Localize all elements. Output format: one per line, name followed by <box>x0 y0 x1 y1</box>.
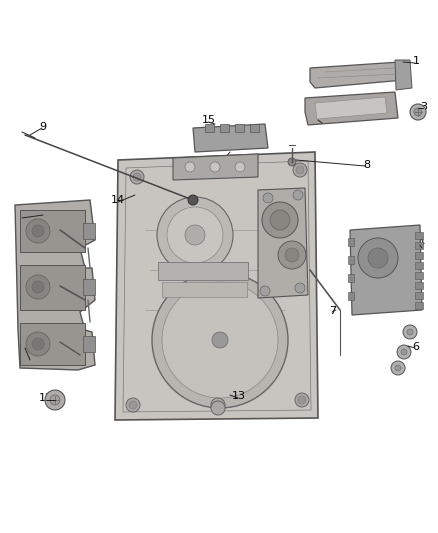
Bar <box>415 252 423 259</box>
Circle shape <box>410 104 426 120</box>
Text: 8: 8 <box>364 160 371 170</box>
Text: 4: 4 <box>417 238 424 248</box>
Circle shape <box>263 193 273 203</box>
Circle shape <box>235 162 245 172</box>
Bar <box>415 232 423 239</box>
Polygon shape <box>350 225 422 315</box>
Circle shape <box>214 401 222 409</box>
Circle shape <box>358 238 398 278</box>
Circle shape <box>403 325 417 339</box>
Bar <box>250 124 259 132</box>
Circle shape <box>130 170 144 184</box>
Bar <box>158 262 248 280</box>
Circle shape <box>414 108 422 116</box>
Text: 3: 3 <box>420 102 427 112</box>
Bar <box>348 238 354 246</box>
Circle shape <box>211 401 225 415</box>
Circle shape <box>185 162 195 172</box>
Bar <box>220 124 229 132</box>
Bar <box>415 292 423 299</box>
Polygon shape <box>305 92 398 125</box>
Circle shape <box>260 286 270 296</box>
Bar <box>83 336 95 352</box>
Circle shape <box>295 283 305 293</box>
Polygon shape <box>173 154 258 180</box>
Bar <box>20 210 85 252</box>
Circle shape <box>210 162 220 172</box>
Circle shape <box>26 275 50 299</box>
Polygon shape <box>115 152 318 420</box>
Text: 11: 11 <box>23 353 37 363</box>
Bar <box>83 279 95 295</box>
Bar <box>348 256 354 264</box>
Circle shape <box>152 272 288 408</box>
Bar <box>415 282 423 289</box>
Bar <box>83 223 95 239</box>
Circle shape <box>185 225 205 245</box>
Circle shape <box>188 195 198 205</box>
Circle shape <box>32 281 44 293</box>
Circle shape <box>211 398 225 412</box>
Circle shape <box>391 361 405 375</box>
Circle shape <box>298 396 306 404</box>
Circle shape <box>129 401 137 409</box>
Bar <box>162 282 247 297</box>
Text: 13: 13 <box>232 391 246 401</box>
Bar <box>235 124 244 132</box>
Bar <box>20 265 85 310</box>
Circle shape <box>126 398 140 412</box>
Circle shape <box>293 190 303 200</box>
Circle shape <box>401 349 407 355</box>
Text: 9: 9 <box>39 122 46 132</box>
Circle shape <box>293 163 307 177</box>
Circle shape <box>278 241 306 269</box>
Circle shape <box>26 219 50 243</box>
Circle shape <box>295 393 309 407</box>
Bar <box>415 262 423 269</box>
Circle shape <box>212 332 228 348</box>
Circle shape <box>133 173 141 181</box>
Text: 7: 7 <box>329 306 336 316</box>
Circle shape <box>50 395 60 405</box>
Circle shape <box>26 332 50 356</box>
Circle shape <box>407 329 413 335</box>
Bar <box>20 323 85 365</box>
Polygon shape <box>193 124 268 152</box>
Bar <box>415 242 423 249</box>
Bar <box>415 272 423 279</box>
Circle shape <box>270 210 290 230</box>
Circle shape <box>157 197 233 273</box>
Polygon shape <box>395 60 412 90</box>
Circle shape <box>288 158 296 166</box>
Circle shape <box>162 282 278 398</box>
Circle shape <box>395 365 401 371</box>
Polygon shape <box>258 188 308 298</box>
Circle shape <box>368 248 388 268</box>
Polygon shape <box>315 97 387 119</box>
Circle shape <box>32 225 44 237</box>
Circle shape <box>167 207 223 263</box>
Bar <box>348 274 354 282</box>
Text: 2: 2 <box>318 115 325 125</box>
Polygon shape <box>310 62 404 88</box>
Circle shape <box>45 390 65 410</box>
Text: 6: 6 <box>413 342 420 352</box>
Circle shape <box>32 338 44 350</box>
Bar <box>205 124 214 132</box>
Circle shape <box>285 248 299 262</box>
Polygon shape <box>15 200 95 370</box>
Text: 12: 12 <box>39 393 53 403</box>
Circle shape <box>296 166 304 174</box>
Text: 15: 15 <box>202 115 216 125</box>
Text: 1: 1 <box>413 56 420 66</box>
Bar <box>415 302 423 309</box>
Text: 14: 14 <box>111 195 125 205</box>
Circle shape <box>262 202 298 238</box>
Bar <box>348 292 354 300</box>
Circle shape <box>397 345 411 359</box>
Text: 10: 10 <box>37 208 51 218</box>
